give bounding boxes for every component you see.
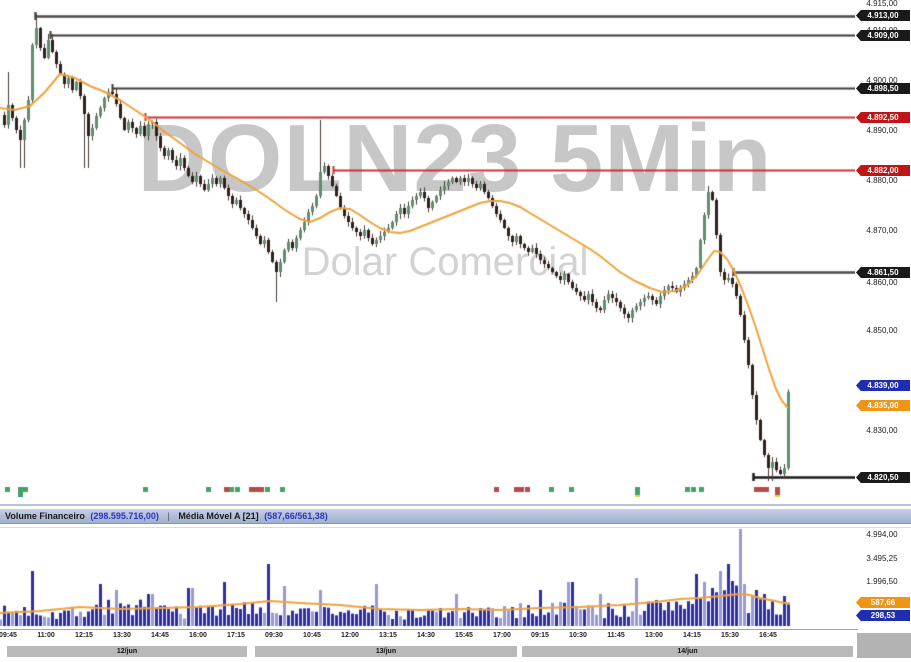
indicator-separator: | <box>167 511 170 521</box>
axis-corner-box <box>857 633 911 658</box>
date-axis: 12/jun 13/jun 14/jun <box>0 646 911 657</box>
time-tick-label: 14:30 <box>417 632 435 639</box>
time-tick-label: 16:45 <box>759 632 777 639</box>
time-tick-label: 10:30 <box>569 632 587 639</box>
volume-panel: 4.994,00 3.495,25 1.996,50 587,66 298,53 <box>0 527 911 629</box>
date-group-label: 12/jun <box>7 646 247 657</box>
time-axis: 09:45 11:00 12:15 13:30 14:45 16:00 17:15 09:30… <box>0 632 855 644</box>
time-tick-label: 09:30 <box>265 632 283 639</box>
price-bubble-red: 4.882,00 <box>856 165 910 176</box>
price-axis-label: 4.830,00 <box>866 426 898 435</box>
moving-average-indicator-label[interactable]: Média Móvel A [21] <box>178 511 259 521</box>
price-axis[interactable]: 4.915,004.910,004.900,004.890,004.880,00… <box>855 0 911 497</box>
time-tick-label: 14:45 <box>151 632 169 639</box>
time-tick-label: 09:45 <box>0 632 17 639</box>
time-axis-line <box>0 629 858 630</box>
time-tick-label: 15:30 <box>721 632 739 639</box>
volume-indicator-label[interactable]: Volume Financeiro <box>5 511 85 521</box>
volume-chart-canvas[interactable] <box>0 528 855 629</box>
time-tick-label: 13:15 <box>379 632 397 639</box>
price-chart-panel: DOLN23 5Min Dolar Comercial 4.915,004.91… <box>0 0 911 497</box>
price-axis-label: 4.850,00 <box>866 326 898 335</box>
volume-axis-label: 3.495,25 <box>866 554 898 563</box>
price-bubble-black: 4.898,50 <box>856 83 910 94</box>
time-tick-label: 10:45 <box>303 632 321 639</box>
price-axis-label: 4.860,00 <box>866 278 898 287</box>
price-bubble-blue: 4.839,00 <box>856 380 910 391</box>
time-tick-label: 17:00 <box>493 632 511 639</box>
volume-axis-label: 1.996,50 <box>866 577 898 586</box>
price-bubble-orange: 4.835,00 <box>856 400 910 411</box>
time-tick-label: 11:00 <box>37 632 55 639</box>
moving-average-indicator-value: (587,66/561,38) <box>264 511 328 521</box>
price-bubble-black: 4.820,50 <box>856 472 910 483</box>
time-tick-label: 12:00 <box>341 632 359 639</box>
price-bubble-black: 4.861,50 <box>856 267 910 278</box>
price-axis-label: 4.915,00 <box>866 0 898 8</box>
volume-axis-label: 4.994,00 <box>866 530 898 539</box>
time-tick-label: 17:15 <box>227 632 245 639</box>
time-tick-label: 13:30 <box>113 632 131 639</box>
price-bubble-black: 4.913,00 <box>856 10 910 21</box>
date-group-label: 14/jun <box>522 646 853 657</box>
price-axis-label: 4.870,00 <box>866 226 898 235</box>
time-tick-label: 12:15 <box>75 632 93 639</box>
time-tick-label: 09:15 <box>531 632 549 639</box>
volume-bubble-blue: 298,53 <box>856 610 910 621</box>
time-tick-label: 15:45 <box>455 632 473 639</box>
price-axis-label: 4.880,00 <box>866 176 898 185</box>
candlestick-chart-canvas[interactable] <box>0 0 855 497</box>
price-bubble-black: 4.909,00 <box>856 30 910 41</box>
volume-indicator-value: (298.595.716,00) <box>90 511 159 521</box>
volume-bubble-orange: 587,66 <box>856 597 910 608</box>
time-tick-label: 11:45 <box>607 632 625 639</box>
panel-splitter[interactable] <box>0 504 911 506</box>
price-axis-label: 4.900,00 <box>866 76 898 85</box>
price-bubble-red: 4.892,50 <box>856 112 910 123</box>
time-tick-label: 14:15 <box>683 632 701 639</box>
date-group-label: 13/jun <box>255 646 517 657</box>
volume-axis[interactable]: 4.994,00 3.495,25 1.996,50 587,66 298,53 <box>855 528 911 629</box>
time-tick-label: 16:00 <box>189 632 207 639</box>
price-axis-label: 4.890,00 <box>866 126 898 135</box>
indicator-status-bar: Volume Financeiro (298.595.716,00) | Méd… <box>0 509 911 524</box>
time-tick-label: 13:00 <box>645 632 663 639</box>
